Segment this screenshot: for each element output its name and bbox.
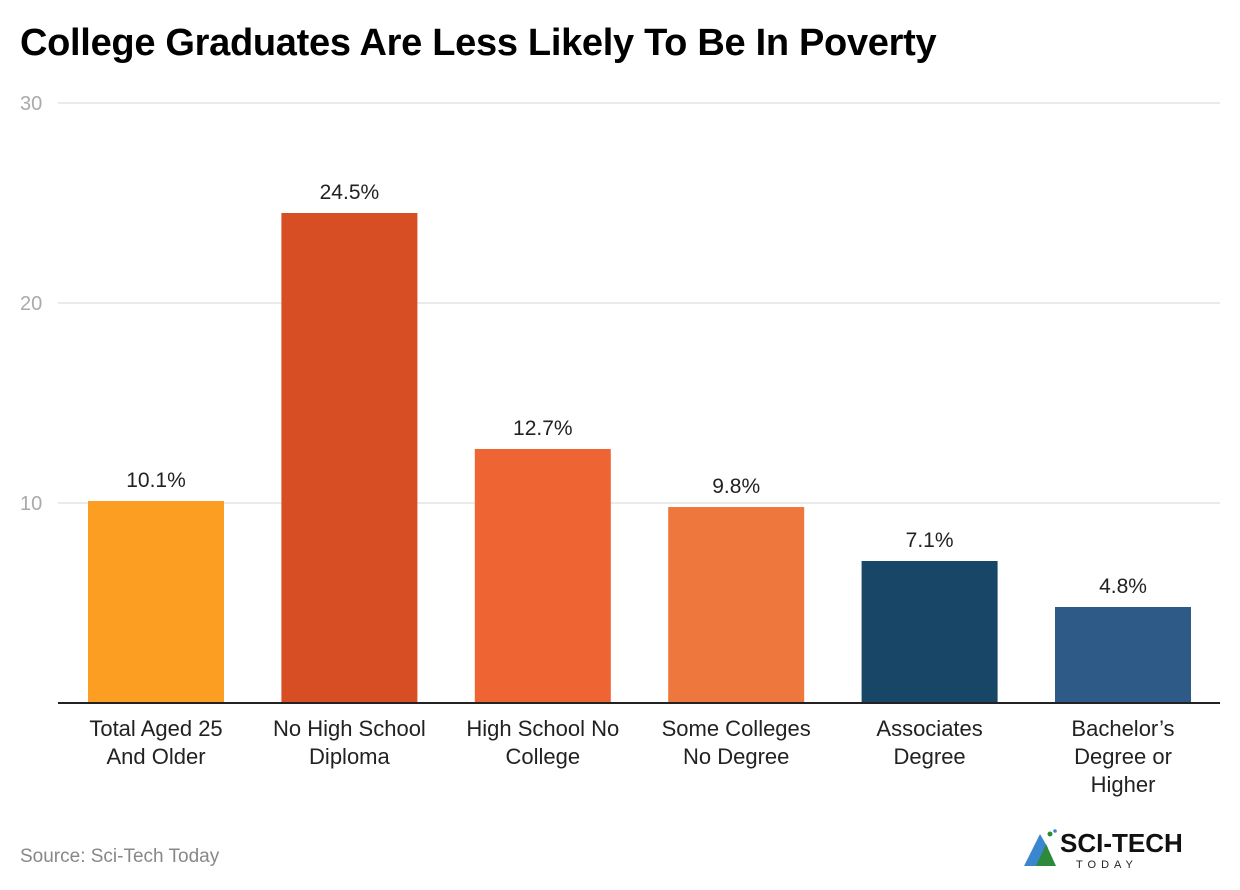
x-tick-label: Some Colleges — [662, 716, 811, 741]
data-label: 9.8% — [712, 475, 760, 498]
x-tick-label: No Degree — [683, 744, 789, 769]
x-tick-label: College — [505, 744, 580, 769]
x-tick-label: Higher — [1091, 772, 1156, 797]
bar — [281, 213, 418, 703]
logo-sub-text: TODAY — [1076, 859, 1138, 870]
chart-title: College Graduates Are Less Likely To Be … — [20, 22, 937, 64]
data-label: 7.1% — [906, 529, 954, 552]
value-labels: 10.1% 24.5% 12.7% 9.8% 7.1% 4.8% — [126, 181, 1147, 598]
bar — [1055, 607, 1191, 703]
sci-tech-today-logo: SCI-TECH TODAY — [1024, 828, 1183, 870]
x-tick-label: Associates — [876, 716, 982, 741]
x-tick-label: And Older — [106, 744, 205, 769]
gridlines: 10 20 30 — [20, 93, 1220, 515]
y-tick-label: 10 — [20, 493, 42, 515]
logo-main-text: SCI-TECH — [1060, 828, 1183, 858]
y-tick-label: 20 — [20, 293, 42, 315]
bar — [474, 449, 611, 703]
x-tick-label: Degree — [894, 744, 966, 769]
x-tick-label: No High School — [273, 716, 426, 741]
x-tick-labels: Total Aged 25 And Older No High School Dipl… — [89, 716, 1174, 797]
x-tick-label: Total Aged 25 — [89, 716, 222, 741]
bar-chart: 10 20 30 10.1% 24.5% 12.7% 9.8% 7.1% 4.8% Total… — [20, 93, 1220, 797]
x-tick-label: Diploma — [309, 744, 390, 769]
x-tick-label: Bachelor’s — [1071, 716, 1174, 741]
data-label: 24.5% — [320, 181, 380, 204]
y-tick-label: 30 — [20, 93, 42, 115]
bar — [861, 561, 998, 703]
bars — [88, 213, 1191, 703]
x-tick-label: High School No — [466, 716, 619, 741]
bar — [88, 501, 224, 703]
bar — [668, 507, 805, 703]
x-tick-label: Degree or — [1074, 744, 1172, 769]
data-label: 12.7% — [513, 417, 573, 440]
data-label: 4.8% — [1099, 575, 1147, 598]
data-label: 10.1% — [126, 469, 186, 492]
source-note: Source: Sci-Tech Today — [20, 846, 220, 867]
